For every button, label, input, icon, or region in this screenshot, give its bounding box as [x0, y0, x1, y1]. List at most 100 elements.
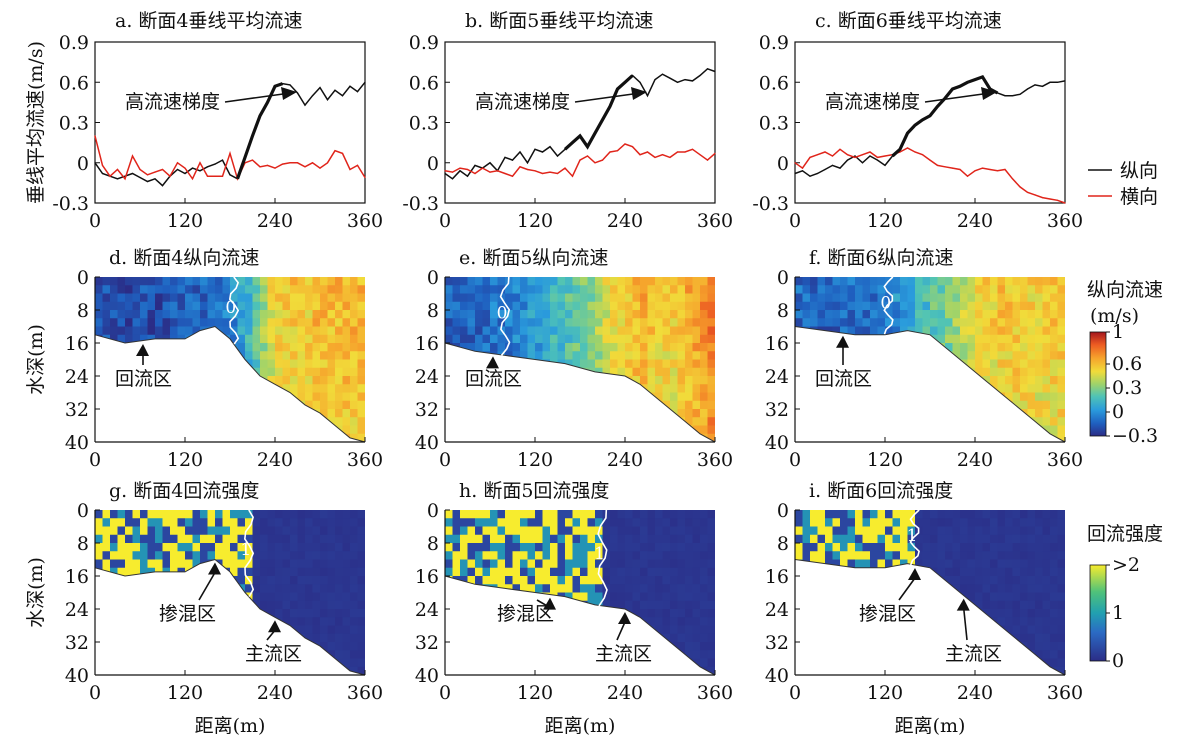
heatmap-cell — [512, 551, 521, 561]
heatmap-cell — [237, 625, 246, 635]
heatmap-cell — [297, 625, 306, 635]
heatmap-cell — [452, 633, 461, 643]
heatmap-cell — [550, 400, 559, 410]
heatmap-cell — [102, 310, 111, 319]
heatmap-cell — [490, 642, 499, 651]
heatmap-cell — [802, 400, 811, 410]
heatmap-cell — [170, 433, 179, 442]
heatmap-cell — [245, 301, 254, 311]
heatmap-cell — [357, 666, 365, 675]
heatmap-cell — [1035, 334, 1044, 344]
heatmap-cell — [662, 559, 671, 569]
heatmap-cell — [930, 526, 939, 536]
heatmap-cell — [542, 318, 551, 328]
heatmap-cell — [817, 518, 826, 528]
heatmap-cell — [1035, 409, 1044, 418]
heatmap-cell — [997, 600, 1006, 610]
heatmap-cell — [535, 518, 544, 528]
heatmap-cell — [245, 285, 254, 295]
heatmap-cell — [237, 433, 246, 442]
heatmap-cell — [1050, 310, 1059, 319]
heatmap-cell — [155, 633, 164, 643]
heatmap-cell — [542, 625, 551, 635]
data-point-c — [1019, 93, 1021, 95]
heatmap-cell — [1057, 609, 1065, 618]
heatmap-cell — [95, 351, 104, 361]
data-point-a — [326, 99, 329, 101]
heatmap-cell — [125, 343, 134, 352]
heatmap-cell — [930, 343, 939, 352]
heatmap-cell — [1020, 433, 1029, 442]
heatmap-cell — [707, 633, 715, 643]
heatmap-cell — [192, 559, 201, 569]
heatmap-cell — [655, 584, 664, 594]
heatmap-cell — [817, 526, 826, 536]
heatmap-cell — [1035, 318, 1044, 328]
heatmap-cell — [482, 633, 491, 643]
heatmap-cell — [215, 526, 224, 536]
heatmap-cell — [802, 543, 811, 552]
heatmap-cell — [252, 633, 261, 643]
data-point-a — [334, 150, 336, 152]
heatmap-cell — [997, 376, 1006, 385]
heatmap-cell — [877, 301, 886, 311]
heatmap-cell — [952, 326, 961, 336]
heatmap-cell — [1050, 392, 1059, 402]
colorbar-gradient — [1089, 331, 1107, 437]
heatmap-cell — [460, 285, 469, 295]
heatmap-cell — [900, 658, 909, 668]
panel-title-d: d. 断面4纵向流速 — [109, 247, 259, 269]
data-point-a — [101, 164, 104, 166]
heatmap-cell — [542, 633, 551, 643]
heatmap-cell — [327, 559, 336, 569]
heatmap-cell — [520, 559, 529, 569]
heatmap-cell — [557, 609, 566, 618]
heatmap-cell — [215, 301, 224, 311]
heatmap-cell — [520, 625, 529, 635]
heatmap-cell — [915, 650, 924, 660]
heatmap-cell — [267, 609, 276, 618]
heatmap-cell — [512, 518, 521, 528]
heatmap-cell — [132, 417, 141, 427]
x-axis-label: 距离(m) — [195, 715, 266, 737]
heatmap-cell — [952, 567, 961, 577]
heatmap-cell — [610, 343, 619, 352]
heatmap-cell — [335, 609, 344, 618]
heatmap-cell — [445, 293, 454, 303]
heatmap-cell — [670, 384, 679, 394]
heatmap-cell — [832, 510, 841, 519]
heatmap-cell — [460, 584, 469, 594]
heatmap-cell — [975, 301, 984, 311]
heatmap-cell — [237, 518, 246, 528]
heatmap-cell — [587, 543, 596, 552]
heatmap-cell — [640, 625, 649, 635]
heatmap-cell — [192, 301, 201, 311]
heatmap-cell — [490, 592, 499, 602]
heatmap-cell — [967, 285, 976, 295]
heatmap-cell — [200, 343, 209, 352]
heatmap-cell — [260, 633, 269, 643]
heatmap-cell — [305, 301, 314, 311]
heatmap-cell — [587, 567, 596, 577]
heatmap-cell — [350, 351, 359, 361]
heatmap-cell — [275, 526, 284, 536]
heatmap-cell — [610, 666, 619, 675]
heatmap-cell — [655, 318, 664, 328]
heatmap-cell — [237, 526, 246, 536]
heatmap-cell — [320, 600, 329, 610]
heatmap-cell — [132, 293, 141, 303]
heatmap-cell — [692, 310, 701, 319]
heatmap-cell — [915, 277, 924, 286]
heatmap-cell — [617, 343, 626, 352]
heatmap-cell — [625, 592, 634, 602]
heatmap-cell — [795, 666, 804, 675]
heatmap-cell — [967, 551, 976, 561]
heatmap-cell — [312, 400, 321, 410]
heatmap-cell — [335, 433, 344, 442]
heatmap-cell — [870, 567, 879, 577]
heatmap-cell — [1020, 277, 1029, 286]
heatmap-cell — [245, 625, 254, 635]
heatmap-cell — [200, 518, 209, 528]
heatmap-cell — [497, 301, 506, 311]
heatmap-cell — [527, 343, 536, 352]
